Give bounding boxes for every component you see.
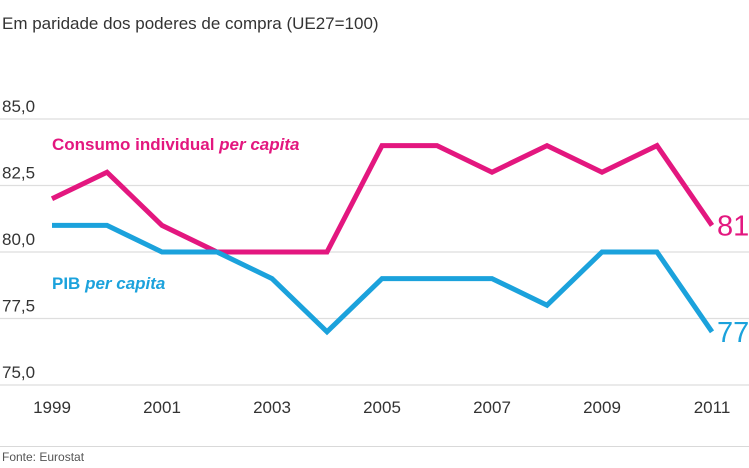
- chart-subtitle: Em paridade dos poderes de compra (UE27=…: [2, 14, 379, 33]
- y-tick-label: 77,5: [2, 297, 35, 316]
- footer-divider: [0, 446, 749, 447]
- end-value-label: 77: [717, 317, 749, 349]
- y-tick-labels: 75,0 77,5 80,0 82,5 85,0: [2, 97, 35, 382]
- y-tick-label: 82,5: [2, 164, 35, 183]
- y-tick-label: 80,0: [2, 230, 35, 249]
- x-tick-labels: 1999 2001 2003 2005 2007 2009 2011: [33, 398, 730, 417]
- y-tick-label: 75,0: [2, 363, 35, 382]
- x-tick-label: 2003: [253, 398, 291, 417]
- end-value-label: 81: [717, 210, 749, 242]
- y-tick-label: 85,0: [2, 97, 35, 116]
- x-tick-label: 2009: [583, 398, 621, 417]
- source-note: Fonte: Eurostat: [2, 450, 85, 464]
- series-label-consumo: Consumo individual per capita: [52, 135, 299, 154]
- series-label-pib: PIB per capita: [52, 274, 165, 293]
- x-tick-label: 2011: [694, 398, 731, 417]
- series-lines: [50, 142, 715, 336]
- x-tick-label: 2001: [143, 398, 181, 417]
- x-tick-label: 2007: [473, 398, 511, 417]
- series-line-pib: [52, 222, 715, 336]
- x-tick-label: 2005: [363, 398, 401, 417]
- series-line-consumo: [50, 142, 715, 255]
- series-labels: Consumo individual per capita 81 PIB per c…: [52, 135, 749, 349]
- x-tick-label: 1999: [33, 398, 71, 417]
